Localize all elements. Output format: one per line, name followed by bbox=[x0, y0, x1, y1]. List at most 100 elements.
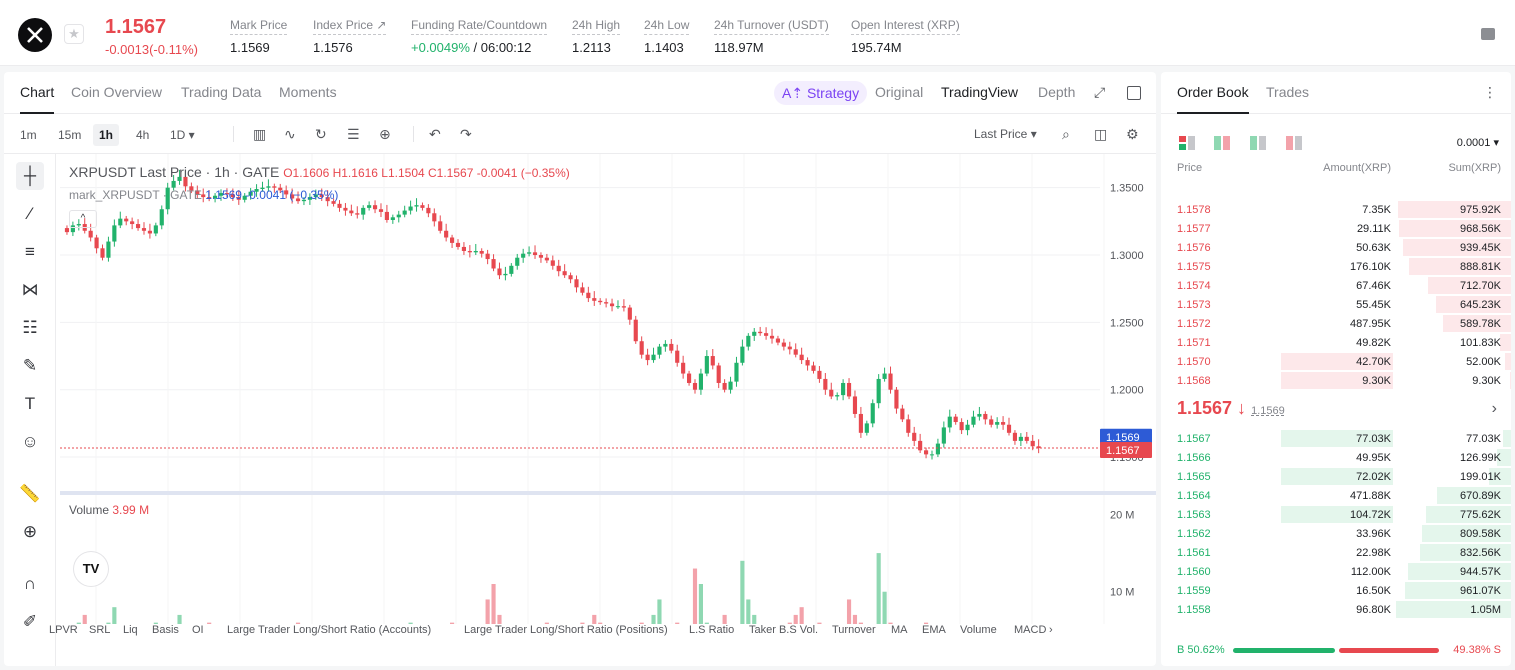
view-both-icon[interactable] bbox=[1179, 136, 1195, 155]
amount-cell: 471.88K bbox=[1350, 490, 1391, 502]
indicator-srl[interactable]: SRL bbox=[89, 624, 111, 636]
tab-trades[interactable]: Trades bbox=[1266, 84, 1310, 100]
templates-icon[interactable]: ☰ bbox=[347, 126, 360, 142]
view-depth[interactable]: Depth bbox=[1038, 84, 1076, 100]
bid-row[interactable]: 1.1563 104.72K 775.62K bbox=[1161, 505, 1511, 524]
indicator-basis[interactable]: Basis bbox=[152, 624, 179, 636]
fib-tool-icon[interactable]: ☷ bbox=[22, 318, 38, 337]
volume-bar bbox=[817, 622, 822, 624]
indicator-macd[interactable]: MACD bbox=[1014, 624, 1047, 636]
ask-row[interactable]: 1.1568 9.30K 9.30K bbox=[1161, 371, 1511, 390]
zoom-tool-icon[interactable]: ⊕ bbox=[22, 522, 38, 541]
replay-icon[interactable]: ↻ bbox=[315, 126, 327, 142]
pattern-tool-icon[interactable]: ⋈ bbox=[21, 280, 39, 299]
view-original[interactable]: Original bbox=[875, 84, 924, 100]
tradingview-logo[interactable]: TV bbox=[74, 552, 108, 586]
ask-row[interactable]: 1.1577 29.11K 968.56K bbox=[1161, 219, 1511, 238]
volume-bar bbox=[408, 622, 413, 624]
bid-row[interactable]: 1.1567 77.03K 77.03K bbox=[1161, 429, 1511, 448]
search-icon[interactable]: ⌕ bbox=[1062, 126, 1070, 142]
bid-row[interactable]: 1.1560 112.00K 944.57K bbox=[1161, 562, 1511, 581]
stat-mark-price[interactable]: Mark Price 1.1569 bbox=[230, 18, 288, 55]
ask-row[interactable]: 1.1570 42.70K 52.00K bbox=[1161, 352, 1511, 371]
view-tradingview[interactable]: TradingView bbox=[941, 84, 1019, 100]
pencil-lock-icon[interactable]: ✐ bbox=[22, 612, 38, 631]
indicator-taker-bs-vol[interactable]: Taker B.S Vol. bbox=[749, 624, 819, 636]
indicators-icon[interactable]: ∿ bbox=[284, 126, 296, 142]
ask-row[interactable]: 1.1575 176.10K 888.81K bbox=[1161, 257, 1511, 276]
collapse-legend-button[interactable]: ^ bbox=[69, 210, 97, 228]
tab-chart[interactable]: Chart bbox=[20, 84, 55, 114]
undo-icon[interactable]: ↶ bbox=[429, 126, 441, 142]
bid-row[interactable]: 1.1561 22.98K 832.56K bbox=[1161, 543, 1511, 562]
favorite-star-icon[interactable]: ★ bbox=[64, 24, 84, 44]
stat-index-price[interactable]: Index Price ↗ 1.1576 bbox=[313, 18, 387, 55]
timeframe-1h[interactable]: 1h bbox=[93, 124, 120, 146]
timeframe-1d[interactable]: 1D ▾ bbox=[170, 128, 195, 142]
price-type-select[interactable]: Last Price ▾ bbox=[974, 127, 1037, 141]
guide-book-icon[interactable] bbox=[1481, 28, 1495, 40]
indicator-turnover[interactable]: Turnover bbox=[832, 624, 876, 636]
bid-row[interactable]: 1.1559 16.50K 961.07K bbox=[1161, 581, 1511, 600]
ask-row[interactable]: 1.1572 487.95K 589.78K bbox=[1161, 314, 1511, 333]
scroll-right-icon[interactable]: › bbox=[1049, 624, 1053, 636]
candle-body bbox=[923, 450, 929, 455]
magnet-tool-icon[interactable]: ∩ bbox=[23, 574, 37, 593]
timeframe-1m[interactable]: 1m bbox=[20, 128, 37, 142]
bid-row[interactable]: 1.1558 96.80K 1.05M bbox=[1161, 600, 1511, 619]
indicator-liq[interactable]: Liq bbox=[123, 624, 138, 636]
indicator-ma[interactable]: MA bbox=[891, 624, 908, 636]
candlestick-chart[interactable]: 1.35001.30001.25001.20001.15001.15691.15… bbox=[60, 154, 1156, 624]
add-alert-icon[interactable]: ⊕ bbox=[379, 126, 391, 142]
bid-row[interactable]: 1.1562 33.96K 809.58K bbox=[1161, 524, 1511, 543]
ruler-tool-icon[interactable]: 📏 bbox=[19, 484, 41, 503]
redo-icon[interactable]: ↷ bbox=[460, 126, 472, 142]
timeframe-4h[interactable]: 4h bbox=[136, 128, 150, 142]
emoji-tool-icon[interactable]: ☺ bbox=[21, 432, 39, 451]
window-icon[interactable] bbox=[1127, 86, 1141, 100]
ask-row[interactable]: 1.1573 55.45K 645.23K bbox=[1161, 295, 1511, 314]
view-split-icon[interactable] bbox=[1214, 136, 1230, 155]
brush-tool-icon[interactable]: ✎ bbox=[22, 356, 38, 375]
sum-cell: 52.00K bbox=[1466, 356, 1501, 368]
indicator-ls-ratio[interactable]: L.S Ratio bbox=[689, 624, 735, 636]
screenshot-icon[interactable]: ◫ bbox=[1094, 126, 1108, 142]
indicator-large-trader-accounts[interactable]: Large Trader Long/Short Ratio (Accounts) bbox=[227, 624, 432, 636]
indicator-lpvr[interactable]: LPVR bbox=[49, 624, 78, 636]
precision-select[interactable]: 0.0001 ▾ bbox=[1456, 137, 1499, 149]
tab-moments[interactable]: Moments bbox=[279, 84, 337, 100]
strategy-button[interactable]: A⇡ Strategy bbox=[774, 81, 868, 105]
indicator-oi[interactable]: OI bbox=[192, 624, 204, 636]
ask-row[interactable]: 1.1574 67.46K 712.70K bbox=[1161, 276, 1511, 295]
more-options-icon[interactable]: ⋮ bbox=[1483, 84, 1497, 100]
amount-cell: 55.45K bbox=[1356, 299, 1391, 311]
sum-cell: 101.83K bbox=[1460, 337, 1501, 349]
crosshair-tool-icon[interactable]: ┼ bbox=[16, 162, 44, 190]
candle-type-icon[interactable]: ▥ bbox=[253, 126, 267, 142]
sum-cell: 961.07K bbox=[1460, 585, 1501, 597]
indicator-ema[interactable]: EMA bbox=[922, 624, 946, 636]
bid-row[interactable]: 1.1566 49.95K 126.99K bbox=[1161, 448, 1511, 467]
tab-coin-overview[interactable]: Coin Overview bbox=[71, 84, 163, 100]
chevron-right-icon[interactable]: › bbox=[1491, 400, 1497, 417]
ask-row[interactable]: 1.1571 49.82K 101.83K bbox=[1161, 333, 1511, 352]
bid-row[interactable]: 1.1565 72.02K 199.01K bbox=[1161, 467, 1511, 486]
timeframe-15m[interactable]: 15m bbox=[58, 128, 82, 142]
settings-gear-icon[interactable]: ⚙ bbox=[1126, 126, 1139, 142]
horizontal-lines-tool-icon[interactable]: ≡ bbox=[25, 242, 35, 261]
volume-bar bbox=[740, 560, 745, 624]
tab-order-book[interactable]: Order Book bbox=[1177, 84, 1249, 114]
bid-row[interactable]: 1.1564 471.88K 670.89K bbox=[1161, 486, 1511, 505]
text-tool-icon[interactable]: T bbox=[24, 394, 36, 413]
indicator-large-trader-positions[interactable]: Large Trader Long/Short Ratio (Positions… bbox=[464, 624, 668, 636]
volume-legend-label: Volume bbox=[69, 503, 110, 517]
ask-row[interactable]: 1.1576 50.63K 939.45K bbox=[1161, 238, 1511, 257]
trendline-tool-icon[interactable]: ⁄ bbox=[28, 204, 32, 223]
fullscreen-icon[interactable]: ⤢ bbox=[1094, 84, 1106, 100]
stat-funding-rate[interactable]: Funding Rate/Countdown +0.0049% / 06:00:… bbox=[411, 18, 548, 55]
indicator-volume[interactable]: Volume bbox=[960, 624, 997, 636]
view-bids-icon[interactable] bbox=[1250, 136, 1266, 155]
view-asks-icon[interactable] bbox=[1286, 136, 1302, 155]
ask-row[interactable]: 1.1578 7.35K 975.92K bbox=[1161, 200, 1511, 219]
tab-trading-data[interactable]: Trading Data bbox=[181, 84, 262, 100]
